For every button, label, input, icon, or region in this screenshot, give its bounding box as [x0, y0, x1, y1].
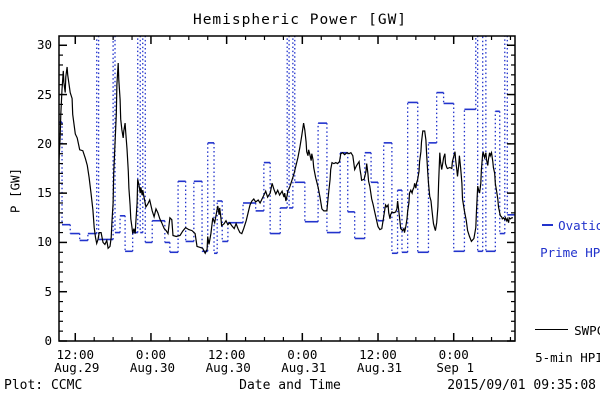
x-axis-title: Date and Time [239, 378, 341, 393]
chart-title: Hemispheric Power [GW] [192, 12, 408, 28]
legend-swpc-line1: SWPC [574, 322, 600, 338]
legend-swpc: SWPC 5-min HPI [505, 310, 600, 378]
y-tick-label: 5 [44, 283, 52, 299]
x-tick-label: 0:00 Aug.31 [281, 347, 327, 375]
axes-frame [58, 35, 516, 342]
x-tick-label: 12:00 Aug.29 [54, 347, 100, 375]
x-tick-label: 0:00 Sep 1 [436, 347, 474, 375]
y-tick-label: 0 [44, 333, 52, 348]
y-tick-label: 20 [36, 135, 52, 151]
swpc-series-line [59, 62, 513, 255]
plot-timestamp: 2015/09/01 09:35:08 [447, 378, 596, 393]
plot-credit: Plot: CCMC [4, 378, 83, 393]
y-tick-label: 10 [36, 234, 52, 250]
y-tick-label: 25 [36, 86, 52, 102]
ovation-line-sample [542, 223, 554, 226]
x-tick-label: 0:00 Aug.30 [129, 347, 176, 375]
x-tick-label: 12:00 Aug.31 [356, 347, 403, 375]
legend-ovation-line2: Prime HPI [540, 244, 600, 260]
y-tick-label: 30 [36, 37, 52, 53]
swpc-line-sample [535, 329, 569, 330]
y-tick-label: 15 [36, 185, 52, 201]
legend-ovation-line1: Ovation [558, 217, 600, 233]
x-tick-label: 12:00 Aug.30 [205, 347, 251, 375]
data-series-group [59, 36, 515, 255]
legend-ovation: Ovation Prime HPI [510, 205, 600, 273]
legend-swpc-line2: 5-min HPI [535, 349, 600, 365]
